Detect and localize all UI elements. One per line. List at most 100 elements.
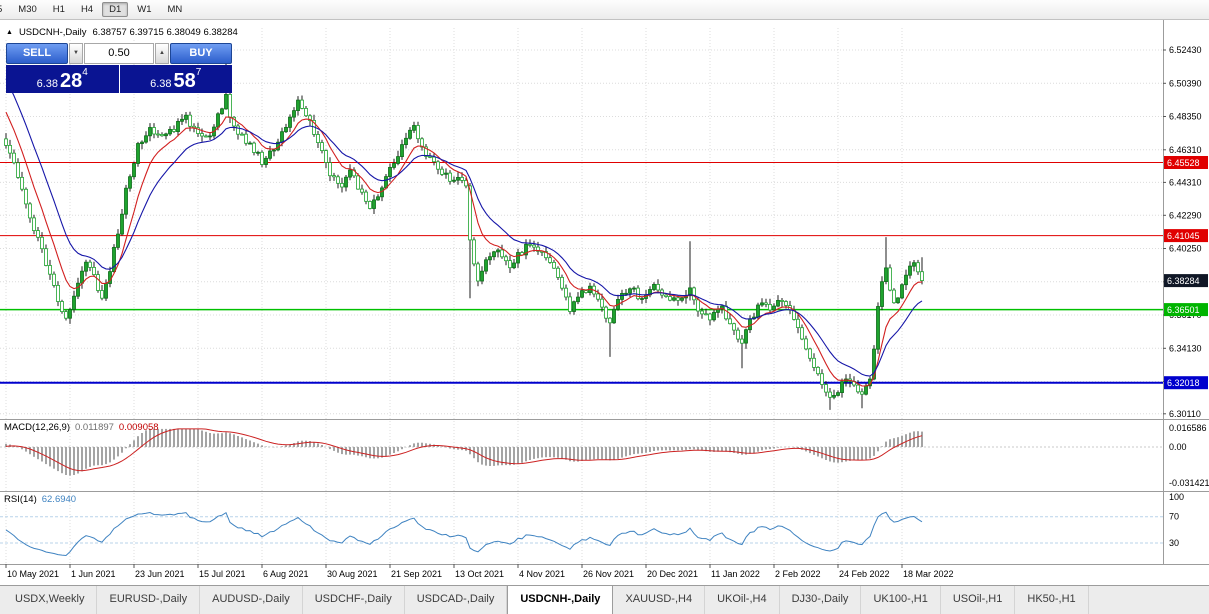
- volume-step-down-icon[interactable]: ▼: [69, 43, 83, 64]
- macd-signal-line: [5, 428, 923, 472]
- macd-indicator-label: MACD(12,26,9) 0.011897 0.009058: [4, 422, 159, 433]
- svg-text:6.45528: 6.45528: [1167, 158, 1200, 168]
- svg-text:30 Aug 2021: 30 Aug 2021: [327, 569, 378, 579]
- svg-text:70: 70: [1169, 512, 1179, 522]
- rsi-panel: [0, 516, 1163, 544]
- timeframe-button-w1[interactable]: W1: [137, 3, 152, 15]
- price-scale: 6.52430 6.50390 6.48350 6.46310 6.44310 6.422…: [1163, 45, 1208, 419]
- timeframe-button-5[interactable]: 5: [0, 2, 9, 18]
- one-click-trading-panel: SELL ▼ 0.50 ▲ BUY 6.38 28 4 6.38 58 7: [6, 43, 232, 93]
- sell-price-pips: 28: [60, 70, 83, 92]
- timeframe-button-d1[interactable]: D1: [102, 1, 129, 18]
- tab-xauusd-h4[interactable]: XAUUSD-,H4: [613, 586, 706, 614]
- macd-value: 0.011897: [75, 422, 114, 433]
- macd-histogram: [0, 428, 1163, 476]
- svg-text:11 Jan 2022: 11 Jan 2022: [711, 569, 760, 579]
- svg-text:20 Dec 2021: 20 Dec 2021: [647, 569, 698, 579]
- timeframe-toolbar: 5 M30 H1 H4 D1 W1 MN: [0, 0, 1209, 20]
- indicator-scales: 0.016586 0.00 -0.031421 100 70 30: [1169, 423, 1209, 548]
- svg-text:6.44310: 6.44310: [1169, 177, 1202, 187]
- price-label-chip: [1164, 303, 1208, 317]
- buy-price-display[interactable]: 6.38 58 7: [119, 65, 232, 93]
- macd-name: MACD(12,26,9): [4, 422, 70, 433]
- chart-canvas[interactable]: 6.52430 6.50390 6.48350 6.46310 6.44310 6.422…: [0, 20, 1209, 585]
- rsi-name: RSI(14): [4, 494, 37, 505]
- tab-usdx-weekly[interactable]: USDX,Weekly: [3, 586, 98, 614]
- tab-audusd-daily[interactable]: AUDUSD-,Daily: [200, 586, 303, 614]
- svg-text:15 Jul 2021: 15 Jul 2021: [199, 569, 246, 579]
- macd-signal-value: 0.009058: [118, 422, 159, 433]
- svg-text:6.50390: 6.50390: [1169, 78, 1202, 88]
- tab-usoil-h1[interactable]: USOil-,H1: [941, 586, 1016, 614]
- tab-hk50-h1[interactable]: HK50-,H1: [1015, 586, 1089, 614]
- svg-text:0.00: 0.00: [1169, 442, 1187, 452]
- tab-dj30-daily[interactable]: DJ30-,Daily: [780, 586, 862, 614]
- buy-price-main: 6.38: [150, 78, 172, 90]
- svg-text:6.42290: 6.42290: [1169, 210, 1202, 220]
- timeframe-button-h1[interactable]: H1: [52, 3, 65, 15]
- ma-slow-line: [5, 78, 923, 377]
- svg-text:21 Sep 2021: 21 Sep 2021: [391, 569, 442, 579]
- price-label-chip: [1164, 229, 1208, 243]
- svg-text:13 Oct 2021: 13 Oct 2021: [455, 569, 504, 579]
- svg-text:26 Nov 2021: 26 Nov 2021: [583, 569, 634, 579]
- buy-price-point: 7: [195, 67, 202, 78]
- sell-button[interactable]: SELL: [6, 43, 68, 64]
- sell-price-main: 6.38: [36, 78, 59, 90]
- volume-input[interactable]: 0.50: [84, 43, 154, 64]
- symbol-info-bar: ▲ USDCNH-,Daily 6.38757 6.39715 6.38049 …: [2, 26, 242, 39]
- price-label-chip: [1164, 156, 1208, 169]
- svg-text:6.30110: 6.30110: [1169, 409, 1201, 419]
- ma-fast-line: [5, 111, 923, 387]
- date-axis: 10 May 2021 1 Jun 2021 23 Jun 2021 15 Jul 2…: [5, 564, 954, 579]
- chart-window: 6.52430 6.50390 6.48350 6.46310 6.44310 6.422…: [0, 20, 1209, 585]
- symbol-title: USDCNH-,Daily: [18, 27, 87, 38]
- price-label-chip: [1164, 376, 1208, 390]
- svg-text:2 Feb 2022: 2 Feb 2022: [775, 569, 821, 579]
- svg-text:100: 100: [1169, 492, 1184, 502]
- buy-button[interactable]: BUY: [170, 43, 232, 64]
- sell-price-display[interactable]: 6.38 28 4: [6, 65, 119, 93]
- tab-eurusd-daily[interactable]: EURUSD-,Daily: [97, 586, 201, 614]
- svg-text:6.41045: 6.41045: [1167, 231, 1200, 241]
- tab-usdcad-daily[interactable]: USDCAD-,Daily: [405, 586, 508, 614]
- horizontal-levels[interactable]: [0, 162, 1163, 384]
- tab-ukoil-h4[interactable]: UKOil-,H4: [705, 586, 780, 614]
- svg-text:30: 30: [1169, 538, 1179, 548]
- tab-uk100-h1[interactable]: UK100-,H1: [861, 586, 941, 614]
- timeframe-button-m30[interactable]: M30: [18, 3, 37, 15]
- candles: [4, 51, 924, 410]
- rsi-value: 62.6940: [41, 494, 77, 505]
- rsi-line: [5, 511, 923, 557]
- svg-text:-0.031421: -0.031421: [1169, 478, 1209, 488]
- svg-text:1 Jun 2021: 1 Jun 2021: [71, 569, 116, 579]
- svg-text:0.016586: 0.016586: [1169, 423, 1207, 433]
- svg-text:6.46310: 6.46310: [1169, 145, 1202, 155]
- svg-text:18 Mar 2022: 18 Mar 2022: [903, 569, 954, 579]
- rsi-indicator-label: RSI(14) 62.6940: [4, 494, 76, 505]
- chart-tabbar: USDX,Weekly EURUSD-,Daily AUDUSD-,Daily USD…: [0, 585, 1209, 614]
- svg-text:10 May 2021: 10 May 2021: [7, 569, 59, 579]
- svg-text:6.38284: 6.38284: [1167, 276, 1200, 286]
- tab-usdcnh-daily[interactable]: USDCNH-,Daily: [507, 586, 614, 614]
- svg-text:23 Jun 2021: 23 Jun 2021: [135, 569, 185, 579]
- timeframe-button-mn[interactable]: MN: [167, 3, 183, 15]
- svg-text:24 Feb 2022: 24 Feb 2022: [839, 569, 890, 579]
- sell-price-point: 4: [82, 67, 88, 78]
- price-label-chip: [1164, 274, 1208, 288]
- svg-text:6.40250: 6.40250: [1169, 244, 1202, 254]
- svg-text:6 Aug 2021: 6 Aug 2021: [263, 569, 309, 579]
- grid: [0, 28, 1163, 563]
- symbol-ohlc: 6.38757 6.39715 6.38049 6.38284: [92, 27, 238, 38]
- svg-text:6.32018: 6.32018: [1167, 378, 1200, 388]
- timeframe-button-h4[interactable]: H4: [80, 3, 94, 15]
- svg-text:6.36501: 6.36501: [1167, 305, 1200, 315]
- tab-usdchf-daily[interactable]: USDCHF-,Daily: [303, 586, 405, 614]
- buy-price-pips: 58: [173, 70, 196, 92]
- volume-step-up-icon[interactable]: ▲: [155, 43, 169, 64]
- svg-text:6.52430: 6.52430: [1169, 45, 1202, 55]
- collapse-icon[interactable]: ▲: [6, 29, 13, 36]
- svg-text:4 Nov 2021: 4 Nov 2021: [519, 569, 565, 579]
- svg-text:6.34130: 6.34130: [1169, 343, 1202, 353]
